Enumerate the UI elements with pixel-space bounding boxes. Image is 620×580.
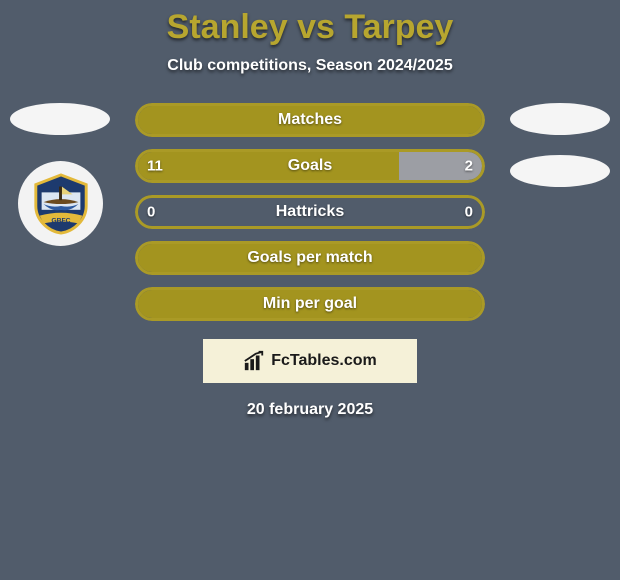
stat-bars: Matches Goals112 Hattricks00 Goals per matc… <box>135 103 485 321</box>
bar-fill-right <box>399 152 482 180</box>
svg-text:GBFC: GBFC <box>51 217 70 224</box>
stat-bar: Goals112 <box>135 149 485 183</box>
bar-fill-left <box>138 244 482 272</box>
player1-name: Stanley <box>167 8 288 46</box>
brand-chart-icon <box>243 350 265 372</box>
vs-text: vs <box>297 8 335 46</box>
bar-fill-left <box>138 290 482 318</box>
subtitle: Club competitions, Season 2024/2025 <box>0 57 620 75</box>
comparison-infographic: Stanley vs Tarpey Club competitions, Sea… <box>0 0 620 580</box>
player2-name: Tarpey <box>344 8 453 46</box>
bar-fill-left <box>138 152 399 180</box>
stat-bar: Min per goal <box>135 287 485 321</box>
brand-text: FcTables.com <box>271 352 377 370</box>
page-title: Stanley vs Tarpey <box>0 0 620 47</box>
date-text: 20 february 2025 <box>0 401 620 419</box>
brand-badge: FcTables.com <box>203 339 417 383</box>
player2-club-placeholder <box>510 155 610 187</box>
player1-club-crest: GBFC <box>18 161 103 246</box>
comparison-arena: GBFC Matches Goals112 Hattricks00 Goals per… <box>0 103 620 321</box>
stat-bar: Goals per match <box>135 241 485 275</box>
stat-bar: Matches <box>135 103 485 137</box>
player2-photo-placeholder <box>510 103 610 135</box>
bar-fill-left <box>138 106 482 134</box>
club-crest-icon: GBFC <box>30 173 92 235</box>
player1-photo-placeholder <box>10 103 110 135</box>
stat-bar: Hattricks00 <box>135 195 485 229</box>
